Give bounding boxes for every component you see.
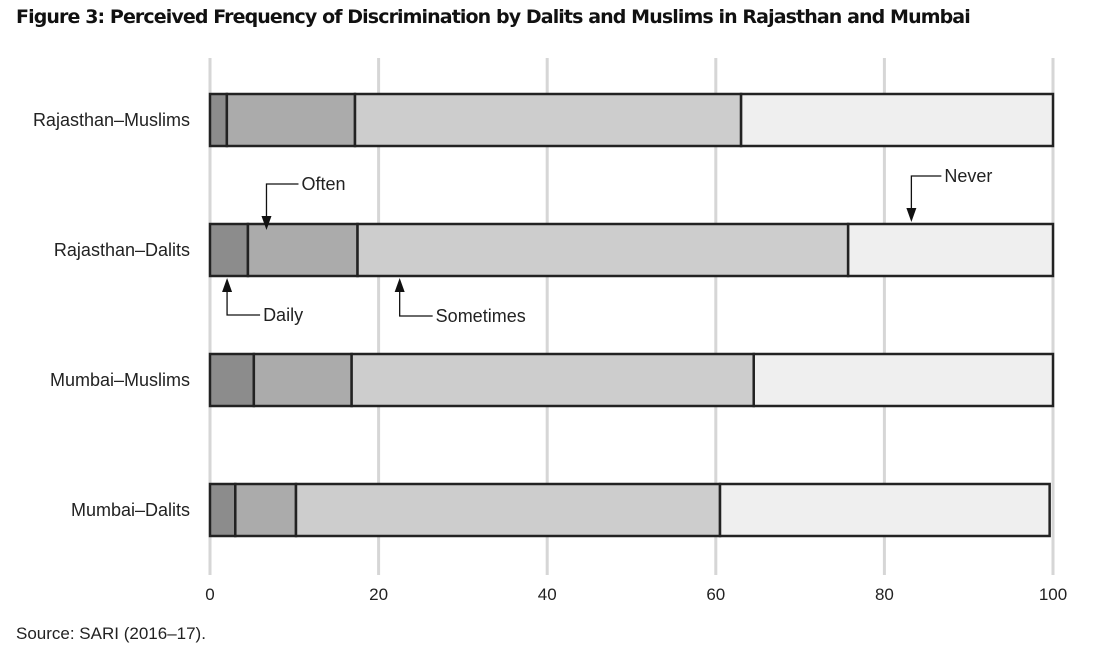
x-tick-label: 60 [706, 585, 725, 604]
bar-segment-never [752, 352, 1055, 408]
source-note: Source: SARI (2016–17). [16, 624, 206, 643]
category-label: Mumbai–Muslims [50, 370, 190, 390]
series-annotations: Daily Sometimes Often Never [222, 166, 992, 326]
annotation-label-often: Often [301, 174, 345, 194]
bar-segment-daily [208, 222, 250, 278]
bar-segment-sometimes [356, 222, 850, 278]
bar-segment-often [252, 352, 353, 408]
leader-often [265, 183, 299, 216]
bars [208, 92, 1055, 538]
leader-daily [226, 290, 261, 316]
bar-segment-sometimes [350, 352, 755, 408]
arrow-often [261, 216, 272, 230]
x-tick-label: 40 [538, 585, 557, 604]
arrow-sometimes [394, 278, 405, 292]
bar-segment-never [846, 222, 1055, 278]
x-tick-label: 0 [205, 585, 214, 604]
annotation-label-sometimes: Sometimes [436, 306, 526, 326]
arrow-daily [222, 278, 233, 292]
arrow-never [906, 208, 917, 222]
bar-segment-never [718, 482, 1051, 538]
x-tick-label: 20 [369, 585, 388, 604]
bar-segment-often [234, 482, 298, 538]
category-label: Rajasthan–Dalits [54, 240, 190, 260]
annotation-label-never: Never [944, 166, 992, 186]
bar-segment-sometimes [353, 92, 743, 148]
category-labels: Rajasthan–Muslims Rajasthan–Dalits Mumbai–… [33, 110, 190, 520]
bar-segment-often [225, 92, 357, 148]
leader-sometimes [399, 290, 433, 317]
x-axis-ticks: 0 20 40 60 80 100 [205, 585, 1067, 604]
bar-segment-often [246, 222, 359, 278]
annotation-label-daily: Daily [263, 305, 303, 325]
x-tick-label: 100 [1039, 585, 1067, 604]
x-tick-label: 80 [875, 585, 894, 604]
chart-title: Figure 3: Perceived Frequency of Discrim… [16, 6, 971, 28]
bar-segment-never [739, 92, 1055, 148]
bar-segment-daily [208, 482, 237, 538]
category-label: Mumbai–Dalits [71, 500, 190, 520]
category-label: Rajasthan–Muslims [33, 110, 190, 130]
bar-segment-daily [208, 92, 229, 148]
bar-segment-sometimes [294, 482, 722, 538]
bar-segment-daily [208, 352, 256, 408]
leader-never [910, 175, 942, 208]
